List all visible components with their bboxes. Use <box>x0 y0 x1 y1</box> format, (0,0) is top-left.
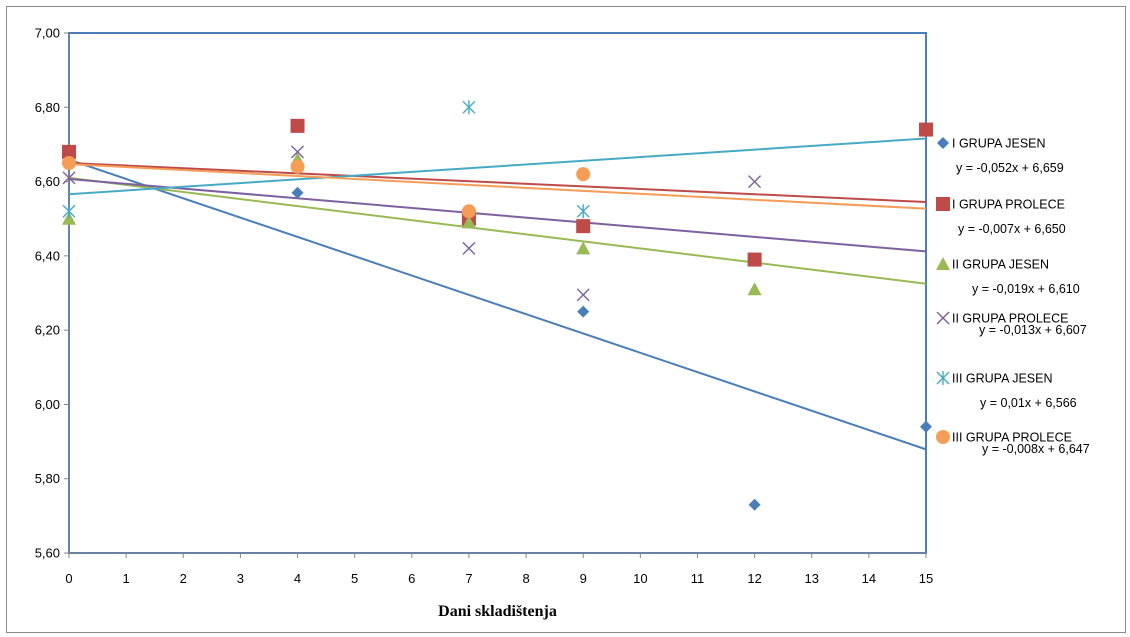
legend-marker <box>936 371 950 385</box>
trendline-6 <box>68 163 927 210</box>
series-6 <box>62 156 591 219</box>
legend-label: II GRUPA PROLECE <box>952 312 1068 326</box>
x-tick-label: 4 <box>294 571 301 586</box>
x-tick-label: 2 <box>180 571 187 586</box>
legend-label: III GRUPA PROLECE <box>952 431 1072 445</box>
x-tick-label: 3 <box>237 571 244 586</box>
legend-marker <box>936 257 950 270</box>
data-point <box>748 498 761 511</box>
trendline-equation: y = 0,01x + 6,566 <box>980 396 1077 410</box>
data-point <box>920 420 932 433</box>
data-point <box>62 171 76 185</box>
data-point <box>462 241 476 255</box>
trendline-1 <box>68 158 927 451</box>
y-tick-label: 6,40 <box>35 248 60 263</box>
x-tick-label: 5 <box>351 571 358 586</box>
trendline-2 <box>68 162 927 203</box>
legend-label: I GRUPA PROLECE <box>952 198 1065 212</box>
data-point <box>576 241 591 255</box>
data-point <box>62 156 76 170</box>
data-point <box>290 159 305 174</box>
y-tick-label: 6,20 <box>35 323 60 338</box>
series-3 <box>62 152 762 296</box>
legend-marker <box>936 430 950 444</box>
trendline-equation: y = -0,008x + 6,647 <box>982 442 1090 456</box>
x-tick-label: 9 <box>580 571 587 586</box>
trendline-equation: y = -0,019x + 6,610 <box>972 282 1080 296</box>
x-tick-label: 15 <box>919 571 933 586</box>
trendline-equation: y = -0,013x + 6,607 <box>979 323 1087 337</box>
data-point <box>62 144 76 159</box>
x-axis-title: Dani skladištenja <box>438 603 557 620</box>
x-tick-label: 14 <box>862 571 876 586</box>
trendline-equation: y = -0,007x + 6,650 <box>958 222 1066 236</box>
legend-entry-2: I GRUPA PROLECE y = -0,007x + 6,650 <box>936 197 1066 236</box>
y-tick-label: 6,60 <box>35 174 60 189</box>
legend-label: II GRUPA JESEN <box>952 258 1049 272</box>
x-tick-label: 1 <box>123 571 130 586</box>
trendline-5 <box>68 137 927 196</box>
data-point <box>747 252 762 267</box>
x-tick-label: 7 <box>465 571 472 586</box>
data-point <box>576 219 591 234</box>
data-point <box>919 122 933 137</box>
data-point <box>461 215 476 229</box>
legend-marker <box>937 137 949 149</box>
data-point <box>291 186 304 199</box>
data-point <box>290 118 305 133</box>
trendline-4 <box>68 177 927 253</box>
legend-label: I GRUPA JESEN <box>952 137 1046 151</box>
plot-area <box>68 32 927 554</box>
series-5 <box>62 100 590 219</box>
series-1 <box>63 153 932 511</box>
y-tick-label: 6,80 <box>35 100 60 115</box>
data-point <box>576 167 591 182</box>
data-point <box>461 204 476 219</box>
x-tick-label: 6 <box>408 571 415 586</box>
data-point <box>748 175 762 189</box>
data-point <box>577 305 590 318</box>
data-point <box>62 204 76 219</box>
data-point <box>462 100 476 115</box>
data-point <box>747 282 762 296</box>
legend-marker <box>936 311 950 325</box>
x-tick-label: 13 <box>804 571 818 586</box>
data-point <box>291 145 305 159</box>
legend-entry-1: I GRUPA JESEN y = -0,052x + 6,659 <box>937 137 1064 175</box>
x-tick-label: 11 <box>691 571 705 586</box>
x-tick-label: 12 <box>747 571 761 586</box>
legend-entry-5: III GRUPA JESEN y = 0,01x + 6,566 <box>936 371 1077 410</box>
y-tick-label: 7,00 <box>35 26 60 41</box>
legend-marker <box>936 197 950 211</box>
data-point <box>576 288 590 302</box>
series-4 <box>62 145 762 302</box>
y-tick-label: 5,80 <box>35 471 60 486</box>
legend-entry-3: II GRUPA JESEN y = -0,019x + 6,610 <box>936 257 1080 296</box>
x-tick-label: 0 <box>65 571 72 586</box>
trendline-equation: y = -0,052x + 6,659 <box>956 161 1064 175</box>
legend-label: III GRUPA JESEN <box>952 372 1053 386</box>
y-tick-label: 6,00 <box>35 397 60 412</box>
x-tick-label: 10 <box>633 571 647 586</box>
data-point <box>576 204 590 219</box>
x-tick-label: 8 <box>522 571 529 586</box>
trendline-3 <box>68 176 927 285</box>
chart-frame <box>6 6 1126 633</box>
y-tick-label: 5,60 <box>35 546 60 561</box>
